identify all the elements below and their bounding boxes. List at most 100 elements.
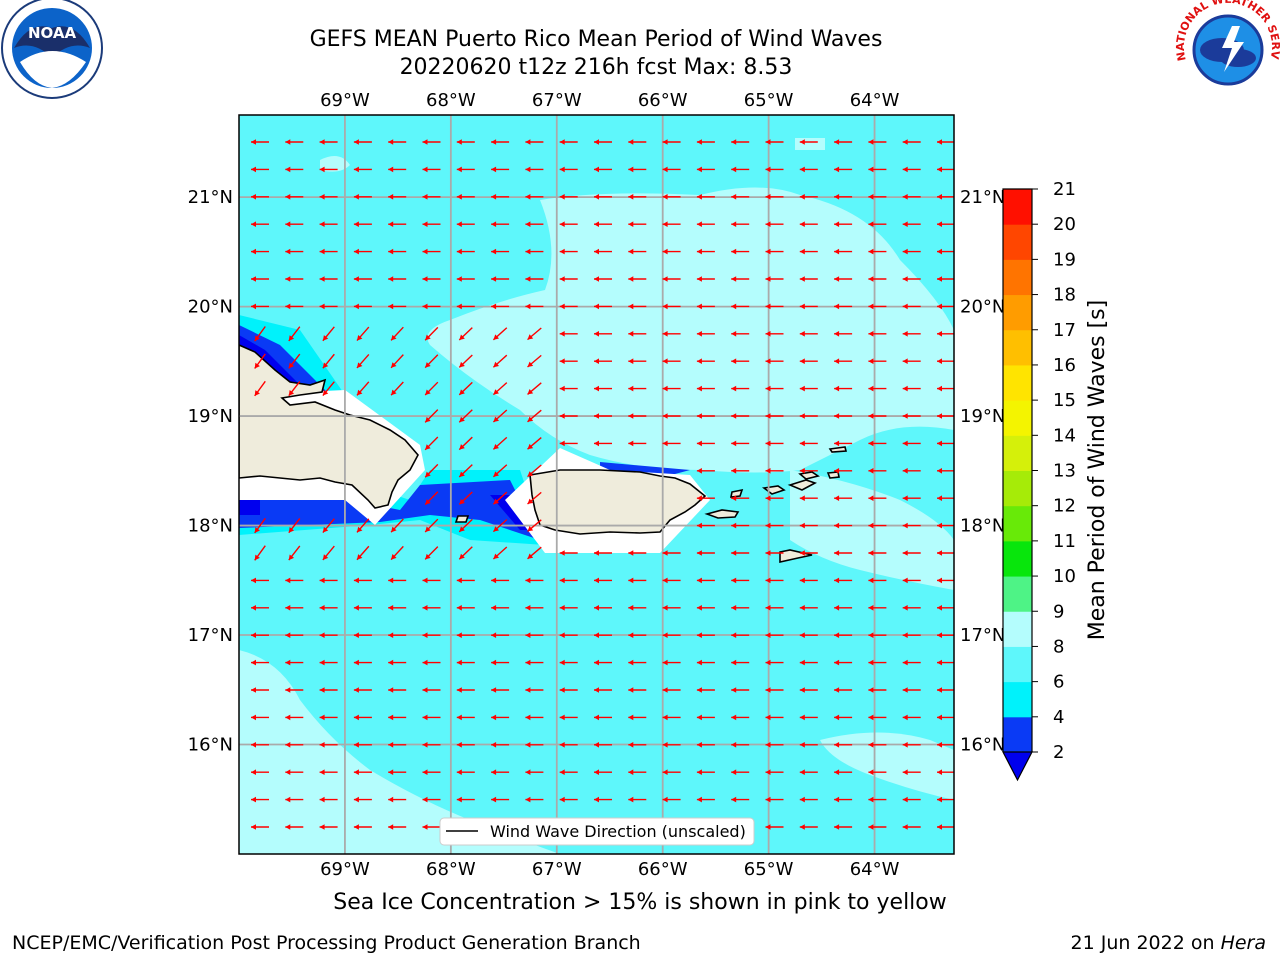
- wind-arrow: [937, 687, 954, 693]
- wind-arrow: [456, 194, 475, 200]
- lat-label-right: 19°N: [960, 406, 1005, 427]
- wind-arrow: [527, 519, 542, 532]
- wind-arrow: [422, 303, 441, 310]
- colorbar-segment: [1003, 611, 1032, 647]
- colorbar-tick-label: 8: [1053, 636, 1064, 657]
- wind-arrow: [662, 632, 681, 638]
- wind-arrow: [559, 714, 578, 721]
- wind-arrow: [491, 139, 510, 145]
- wind-arrow: [559, 605, 578, 611]
- colorbar-tick-label: 10: [1053, 566, 1076, 587]
- footer-date-text: 21 Jun 2022 on: [1070, 932, 1221, 954]
- wind-arrow: [527, 409, 542, 423]
- wind-arrow: [868, 659, 887, 666]
- wind-arrow: [353, 632, 372, 638]
- wind-arrow: [525, 303, 544, 310]
- wind-arrow: [696, 413, 715, 419]
- wind-arrow: [868, 440, 887, 447]
- wind-arrow: [696, 221, 715, 227]
- wind-arrow: [765, 303, 784, 310]
- wind-arrow: [937, 714, 954, 721]
- wind-arrow: [696, 714, 715, 721]
- wind-arrow: [799, 303, 818, 310]
- wind-arrow: [731, 440, 750, 447]
- wind-arrow: [937, 248, 954, 255]
- lat-label-right: 21°N: [960, 187, 1005, 208]
- wind-arrow: [662, 303, 681, 310]
- wind-arrow: [696, 194, 715, 200]
- wind-arrow: [799, 687, 818, 693]
- wind-arrow: [458, 518, 473, 533]
- wind-arrow: [902, 495, 921, 501]
- wind-arrow: [424, 326, 439, 341]
- wind-arrow: [422, 276, 441, 282]
- lat-label-right: 20°N: [960, 297, 1005, 318]
- wind-arrow: [288, 353, 301, 369]
- wind-arrow: [834, 742, 853, 748]
- wind-arrow: [356, 545, 370, 561]
- wind-arrow: [492, 409, 508, 423]
- wind-arrow: [285, 139, 304, 145]
- wind-arrow: [251, 166, 269, 173]
- colorbar-tick-label: 21: [1053, 179, 1076, 200]
- wind-arrow: [765, 358, 784, 364]
- wind-arrow: [285, 742, 304, 748]
- wind-arrow: [799, 440, 818, 447]
- sea-ice-note-text: Sea Ice Concentration > 15% is shown in …: [333, 890, 947, 915]
- wind-arrow: [525, 714, 544, 721]
- wind-arrow: [251, 659, 269, 666]
- colorbar-tick-label: 4: [1053, 707, 1064, 728]
- wind-arrow: [902, 714, 921, 721]
- wind-arrow: [765, 440, 784, 447]
- wind-arrow: [902, 468, 921, 474]
- wind-arrow: [662, 385, 681, 392]
- wind-arrow: [868, 166, 887, 173]
- wind-arrow: [458, 546, 473, 560]
- wind-arrow: [799, 796, 818, 803]
- wind-arrow: [527, 382, 542, 395]
- svg-text:NATIONAL WEATHER SERVICE: NATIONAL WEATHER SERVICE: [0, 0, 1280, 62]
- wind-arrow: [285, 796, 304, 803]
- wind-arrow: [285, 687, 304, 693]
- wind-arrow: [527, 464, 542, 478]
- wind-arrow: [731, 550, 750, 556]
- wind-arrow: [525, 769, 544, 775]
- wind-arrow: [696, 276, 715, 282]
- wind-arrow: [731, 166, 750, 173]
- wind-arrow: [902, 413, 921, 419]
- wind-arrow: [319, 577, 338, 584]
- wind-arrow: [456, 303, 475, 310]
- wind-arrow: [765, 742, 784, 748]
- wind-arrow: [628, 605, 647, 611]
- wind-arrow: [492, 464, 508, 478]
- wind-arrow: [322, 545, 335, 561]
- wind-arrow: [628, 413, 647, 419]
- wind-arrow: [319, 139, 338, 145]
- wind-arrow: [696, 632, 715, 638]
- wind-arrow: [525, 796, 544, 803]
- wind-arrow: [559, 796, 578, 803]
- wind-arrow: [492, 546, 508, 560]
- wind-arrow: [458, 436, 473, 451]
- wind-arrow: [353, 769, 372, 775]
- wind-arrow: [662, 742, 681, 748]
- colorbar-extend-arrow: [1002, 751, 1033, 782]
- wind-arrow: [902, 194, 921, 200]
- wind-arrow: [285, 194, 304, 200]
- wind-arrow: [422, 632, 441, 638]
- wind-arrow: [424, 354, 439, 369]
- wind-arrow: [492, 354, 508, 368]
- wind-arrow: [628, 796, 647, 803]
- wind-arrow: [353, 742, 372, 748]
- wind-arrow: [525, 166, 544, 173]
- wind-arrow: [356, 353, 370, 369]
- wind-arrow: [458, 381, 473, 396]
- wind-arrow: [731, 659, 750, 666]
- footer-date: 21 Jun 2022 on Hera: [1071, 932, 1266, 954]
- wind-arrow: [559, 577, 578, 584]
- colorbar-segment: [1003, 400, 1032, 436]
- wind-arrow: [422, 742, 441, 748]
- wind-arrow: [765, 166, 784, 173]
- wind-arrow: [662, 659, 681, 666]
